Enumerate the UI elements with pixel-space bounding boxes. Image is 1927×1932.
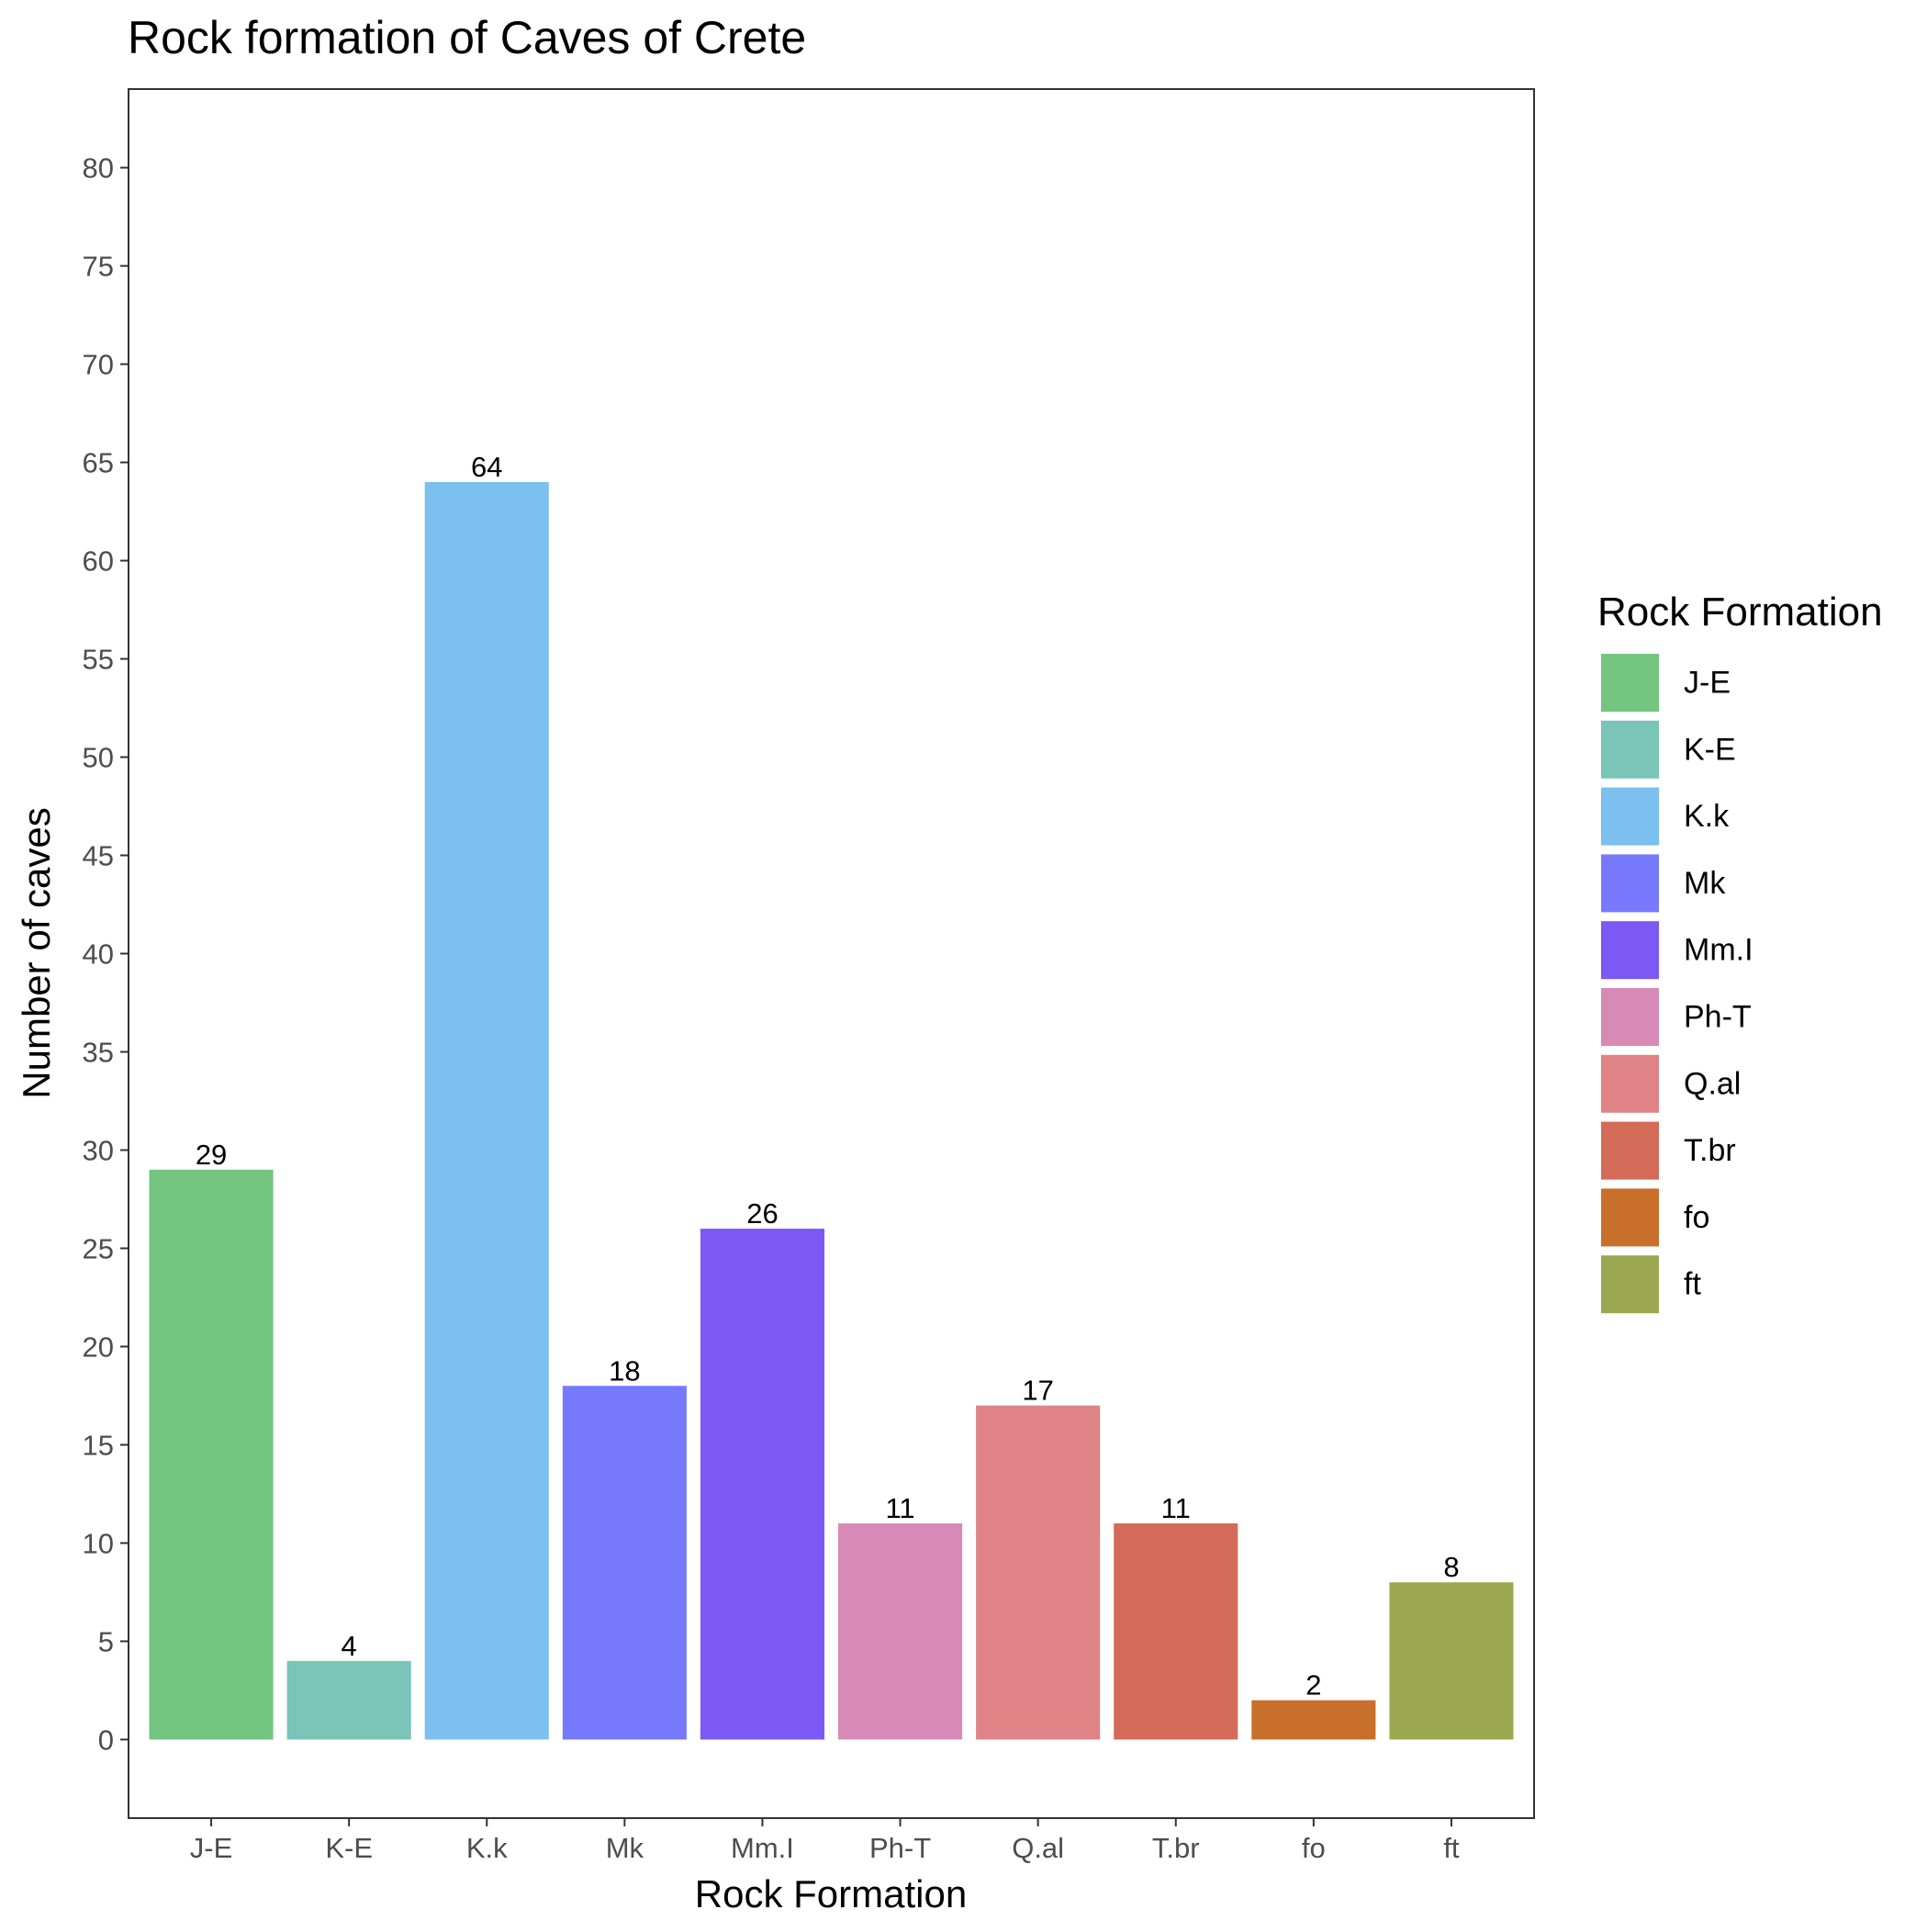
- bar-value-label: 2: [1305, 1669, 1321, 1702]
- bar-value-label: 17: [1022, 1375, 1053, 1407]
- y-tick-label: 55: [83, 644, 114, 676]
- legend-key-ft: [1599, 1253, 1661, 1316]
- y-tick-label: 75: [83, 251, 114, 283]
- legend-label: ft: [1684, 1267, 1701, 1302]
- x-tick-label: Q.al: [1012, 1832, 1064, 1864]
- bar-value-label: 11: [1161, 1492, 1191, 1524]
- legend-key-Q.al: [1599, 1052, 1661, 1115]
- legend-label: J-E: [1684, 666, 1731, 701]
- x-tick-label: fo: [1302, 1832, 1326, 1864]
- x-tick-label: ft: [1443, 1832, 1460, 1864]
- legend-title: Rock Formation: [1597, 590, 1883, 635]
- x-tick-label: K-E: [325, 1832, 373, 1864]
- bar-ft: [1389, 1582, 1514, 1740]
- bar-J-E: [149, 1169, 274, 1740]
- x-tick-label: J-E: [190, 1832, 233, 1864]
- x-tick-label: T.br: [1152, 1832, 1200, 1864]
- y-tick-label: 15: [83, 1429, 114, 1461]
- y-tick-label: 30: [83, 1134, 114, 1166]
- y-axis-title: Number of caves: [15, 807, 58, 1098]
- legend-label: Mk: [1684, 866, 1726, 901]
- x-axis: J-E K-E K.k Mk Mm.I Ph-T Q.al T.br fo ft: [190, 1818, 1460, 1864]
- legend-label: K-E: [1684, 732, 1736, 767]
- bar-value-label: 11: [885, 1492, 914, 1524]
- y-tick-label: 70: [83, 349, 114, 381]
- x-tick-label: K.k: [466, 1832, 508, 1864]
- bar-Ph-T: [838, 1523, 963, 1740]
- legend-key-Ph-T: [1599, 986, 1661, 1048]
- y-tick-label: 5: [98, 1625, 114, 1657]
- bar-value-label: 8: [1443, 1551, 1459, 1583]
- legend-label: fo: [1684, 1200, 1709, 1235]
- bar-Mm.I: [700, 1229, 824, 1740]
- legend-label: Ph-T: [1684, 1000, 1752, 1035]
- bar-Mk: [562, 1386, 687, 1740]
- legend-key-J-E: [1599, 652, 1661, 713]
- bar-K.k: [424, 481, 549, 1740]
- legend-label: Q.al: [1684, 1066, 1741, 1101]
- bar-value-label: 29: [196, 1139, 227, 1171]
- chart-title: Rock formation of Caves of Crete: [128, 12, 806, 63]
- bars: 29 4 64 18 26 11 17 11 2 8: [149, 451, 1514, 1740]
- bar-Q.al: [976, 1405, 1101, 1740]
- legend-key-fo: [1599, 1186, 1661, 1249]
- y-axis: 0 5 10 15 20 25 30 35 40 45 50 55 60 65 70 75 80: [83, 152, 129, 1756]
- legend-key-Mm.I: [1599, 919, 1661, 982]
- y-tick-label: 65: [83, 447, 114, 479]
- y-tick-label: 20: [83, 1331, 114, 1363]
- legend: Rock Formation J-E K-E K.k Mk Mm.I Ph-T Q.al T.…: [1597, 590, 1883, 1316]
- y-tick-label: 80: [83, 152, 114, 185]
- legend-key-T.br: [1599, 1119, 1661, 1182]
- y-tick-label: 35: [83, 1036, 114, 1068]
- bar-value-label: 18: [609, 1354, 640, 1387]
- x-axis-title: Rock Formation: [695, 1872, 967, 1915]
- legend-label: K.k: [1684, 799, 1730, 834]
- bar-value-label: 26: [746, 1197, 778, 1230]
- x-tick-label: Ph-T: [869, 1832, 931, 1864]
- bar-fo: [1251, 1700, 1376, 1740]
- x-tick-label: Mk: [606, 1832, 644, 1864]
- legend-key-K.k: [1599, 785, 1661, 848]
- legend-key-K-E: [1599, 718, 1661, 781]
- y-tick-label: 40: [83, 938, 114, 971]
- legend-label: Mm.I: [1684, 933, 1753, 968]
- y-tick-label: 0: [98, 1724, 114, 1756]
- x-tick-label: Mm.I: [731, 1832, 794, 1864]
- y-tick-label: 60: [83, 545, 114, 578]
- legend-items: J-E K-E K.k Mk Mm.I Ph-T Q.al T.br fo ft: [1599, 652, 1753, 1316]
- bar-value-label: 4: [342, 1630, 357, 1662]
- bar-T.br: [1114, 1523, 1238, 1740]
- y-tick-label: 50: [83, 742, 114, 774]
- legend-label: T.br: [1684, 1133, 1736, 1168]
- plot-panel: [128, 88, 1535, 1819]
- y-tick-label: 45: [83, 840, 114, 872]
- bar-K-E: [286, 1660, 411, 1740]
- y-tick-label: 10: [83, 1527, 114, 1559]
- bar-value-label: 64: [471, 451, 502, 483]
- y-tick-label: 25: [83, 1232, 114, 1264]
- legend-key-Mk: [1599, 852, 1661, 915]
